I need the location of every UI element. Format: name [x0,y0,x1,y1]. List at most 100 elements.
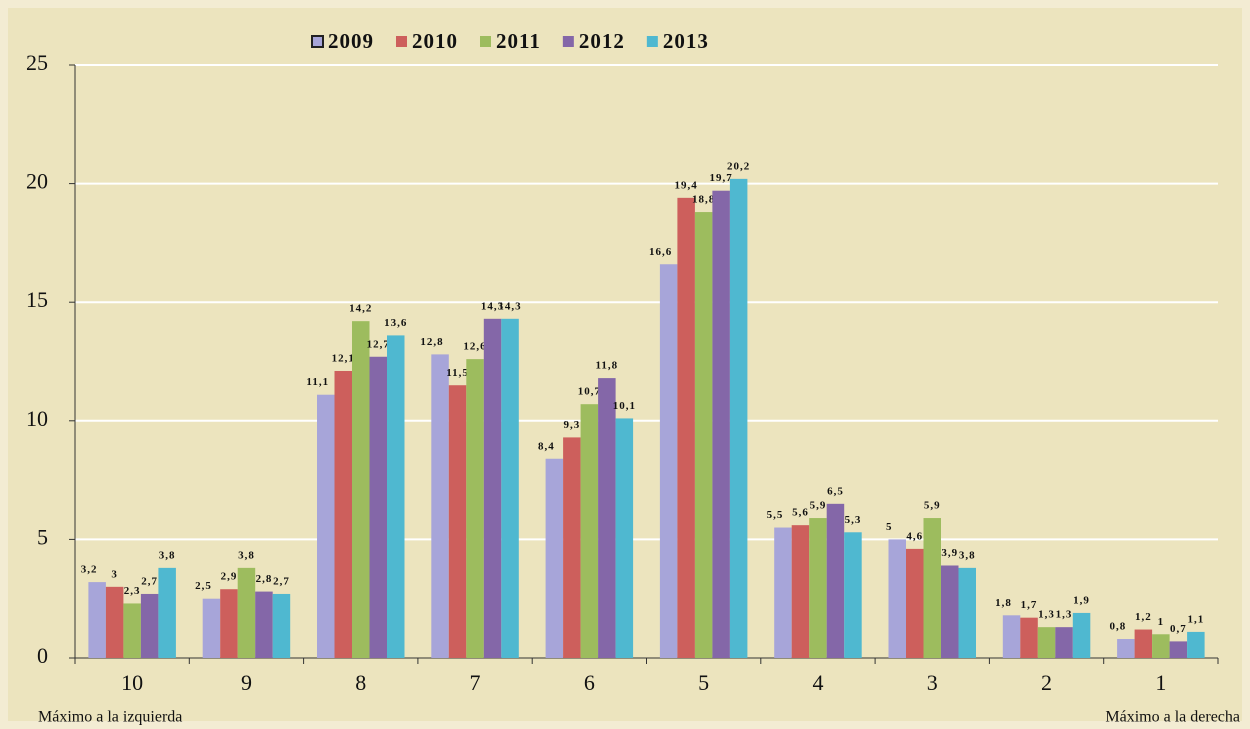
value-label: 11,8 [596,360,619,372]
bar [1055,627,1073,658]
value-label: 11,5 [446,367,469,379]
value-label: 2,3 [124,585,141,597]
bar [255,591,273,658]
bar [923,518,941,658]
y-tick-label: 25 [26,50,48,75]
legend-label: 2009 [328,29,374,53]
value-label: 3,8 [238,549,255,561]
annotation-right: Máximo a la derecha [1105,709,1240,726]
value-label: 19,4 [675,179,698,191]
x-tick-label: 6 [584,670,595,695]
legend-label: 2011 [496,29,541,53]
legend-swatch [562,36,574,47]
y-tick-label: 20 [26,169,48,194]
bar [466,359,484,658]
value-label: 11,1 [306,376,329,388]
value-label: 19,7 [710,172,733,184]
value-label: 2,8 [256,573,273,585]
value-label: 2,7 [141,575,158,587]
value-label: 2,7 [273,575,290,587]
value-label: 8,4 [538,440,555,452]
x-tick-label: 8 [355,670,366,695]
value-label: 6,5 [827,485,844,497]
bar [1037,627,1056,658]
value-label: 2,9 [221,571,238,583]
value-label: 14,2 [349,303,372,315]
legend-swatch [646,36,658,47]
bar [729,178,748,658]
annotation-left: Máximo a la izquierda [38,709,182,726]
bar [791,525,810,658]
legend-label: 2010 [412,29,458,53]
bar [448,385,467,658]
value-label: 1,1 [1187,613,1204,625]
x-tick-label: 2 [1041,670,1052,695]
x-tick-label: 4 [812,670,823,695]
value-label: 5,6 [792,507,809,519]
bar [809,518,827,658]
value-label: 1,3 [1056,609,1073,621]
bar [158,567,176,658]
bar [1117,639,1135,658]
value-label: 12,1 [332,353,355,365]
value-label: 2,5 [195,580,212,592]
bar [545,458,564,658]
bar [317,394,335,658]
bar [941,565,959,658]
bar [237,567,256,658]
x-tick-label: 9 [241,670,252,695]
bar [334,370,352,658]
value-label: 0,8 [1109,621,1126,633]
bar [387,335,405,658]
legend-swatch [480,36,491,47]
value-label: 12,6 [463,341,486,353]
bar [1169,641,1188,658]
bar [483,318,502,658]
legend-swatch [311,35,324,48]
bar [1020,617,1038,658]
value-label: 3,9 [941,547,958,559]
value-label: 3,8 [959,549,976,561]
value-label: 5 [886,521,893,533]
y-tick-label: 5 [37,524,48,549]
value-label: 1 [1158,616,1165,628]
x-tick-label: 1 [1155,670,1166,695]
bar [1134,629,1153,658]
value-label: 9,3 [563,419,580,431]
bar [1002,615,1021,658]
bar [220,589,238,658]
bar [826,503,845,658]
y-tick-label: 10 [26,406,48,431]
bar [694,212,713,658]
value-label: 1,9 [1073,594,1090,606]
bar [563,437,581,658]
value-label: 1,2 [1135,611,1152,623]
bar [580,404,599,658]
value-label: 5,5 [767,509,784,521]
value-label: 14,3 [498,300,521,312]
bar [431,354,449,658]
x-tick-label: 7 [470,670,481,695]
value-label: 3,8 [159,549,176,561]
bar [888,539,906,658]
bar [88,582,106,658]
value-label: 5,3 [845,514,862,526]
bar [352,321,370,658]
bar [774,527,792,658]
legend-label: 2013 [663,29,709,53]
bar [677,197,695,658]
bar [1072,612,1091,658]
bar [615,418,634,658]
x-tick-label: 10 [121,670,143,695]
value-label: 4,6 [906,530,923,542]
value-label: 18,8 [692,194,715,206]
value-label: 3 [111,568,118,580]
legend-label: 2012 [579,29,625,53]
bar [105,586,124,658]
bar [123,603,141,658]
y-tick-label: 0 [37,643,48,668]
legend-swatch [396,36,407,47]
value-label: 0,7 [1170,623,1187,635]
value-label: 12,8 [420,336,443,348]
